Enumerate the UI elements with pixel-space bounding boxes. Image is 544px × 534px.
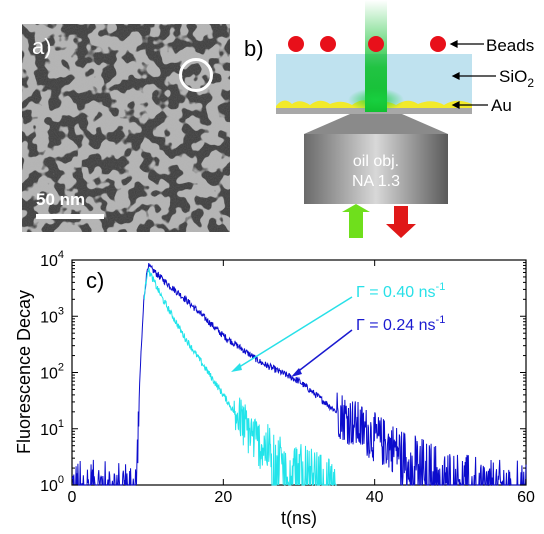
objective-label-1: oil obj. — [353, 153, 399, 170]
series-line-0 — [71, 263, 527, 487]
focus-glow — [348, 88, 404, 112]
excitation-arrow-up — [342, 204, 370, 238]
panel-b-schematic: b) Beads SiO2 Au oil obj. NA 1.3 — [240, 0, 544, 240]
panel-b-label: b) — [244, 36, 264, 61]
annotation-gamma-024: Γ = 0.24 ns-1 — [356, 314, 445, 334]
emission-arrow-down — [386, 206, 416, 238]
bead — [320, 36, 336, 52]
scale-bar-label: 50 nm — [36, 190, 86, 209]
bead — [288, 36, 304, 52]
tick-layer: 0 20 40 60 100 101 102 103 104 — [40, 249, 535, 506]
panel-a-label: a) — [32, 34, 52, 59]
x-tick-label: 0 — [68, 489, 77, 506]
bead — [430, 36, 446, 52]
au-label: Au — [491, 96, 512, 115]
y-axis-label: Fluorescence Decay — [14, 290, 34, 454]
sio2-label: SiO2 — [499, 67, 534, 90]
objective-body — [304, 134, 448, 204]
series-layer — [71, 263, 527, 487]
y-tick-label: 100 — [40, 474, 64, 495]
excitation-beam — [365, 0, 387, 112]
beads-label: Beads — [486, 36, 534, 55]
highlight-circle — [179, 58, 213, 92]
objective-top — [304, 114, 448, 134]
x-tick-label: 40 — [366, 489, 384, 506]
annotation-arrow-040 — [235, 296, 353, 370]
bead — [368, 36, 384, 52]
panel-c-chart: 0 20 40 60 100 101 102 103 104 c) Fluorescence D… — [0, 249, 544, 529]
x-axis-label: t(ns) — [281, 508, 317, 528]
series-line-1 — [143, 267, 337, 486]
y-tick-label: 102 — [40, 362, 64, 383]
x-tick-label: 20 — [214, 489, 232, 506]
panel-c-label: c) — [86, 268, 104, 293]
panel-a-micrograph: a) 50 nm — [22, 24, 230, 232]
annotation-arrowhead-040 — [231, 363, 242, 372]
decay-chart: 0 20 40 60 100 101 102 103 104 c) Fluorescence D… — [14, 249, 535, 528]
label-pointers — [449, 40, 496, 109]
y-tick-label: 104 — [40, 250, 64, 270]
schematic-diagram: b) Beads SiO2 Au oil obj. NA 1.3 — [244, 0, 534, 238]
objective-label-2: NA 1.3 — [352, 173, 400, 190]
scale-bar — [36, 214, 104, 219]
annotation-arrowhead-024 — [291, 368, 302, 377]
annotation-gamma-040: Γ = 0.40 ns-1 — [356, 281, 445, 301]
x-tick-label: 60 — [517, 489, 535, 506]
annotation-arrow-024 — [295, 329, 353, 374]
y-tick-label: 101 — [40, 418, 64, 439]
y-tick-label: 103 — [40, 305, 64, 326]
